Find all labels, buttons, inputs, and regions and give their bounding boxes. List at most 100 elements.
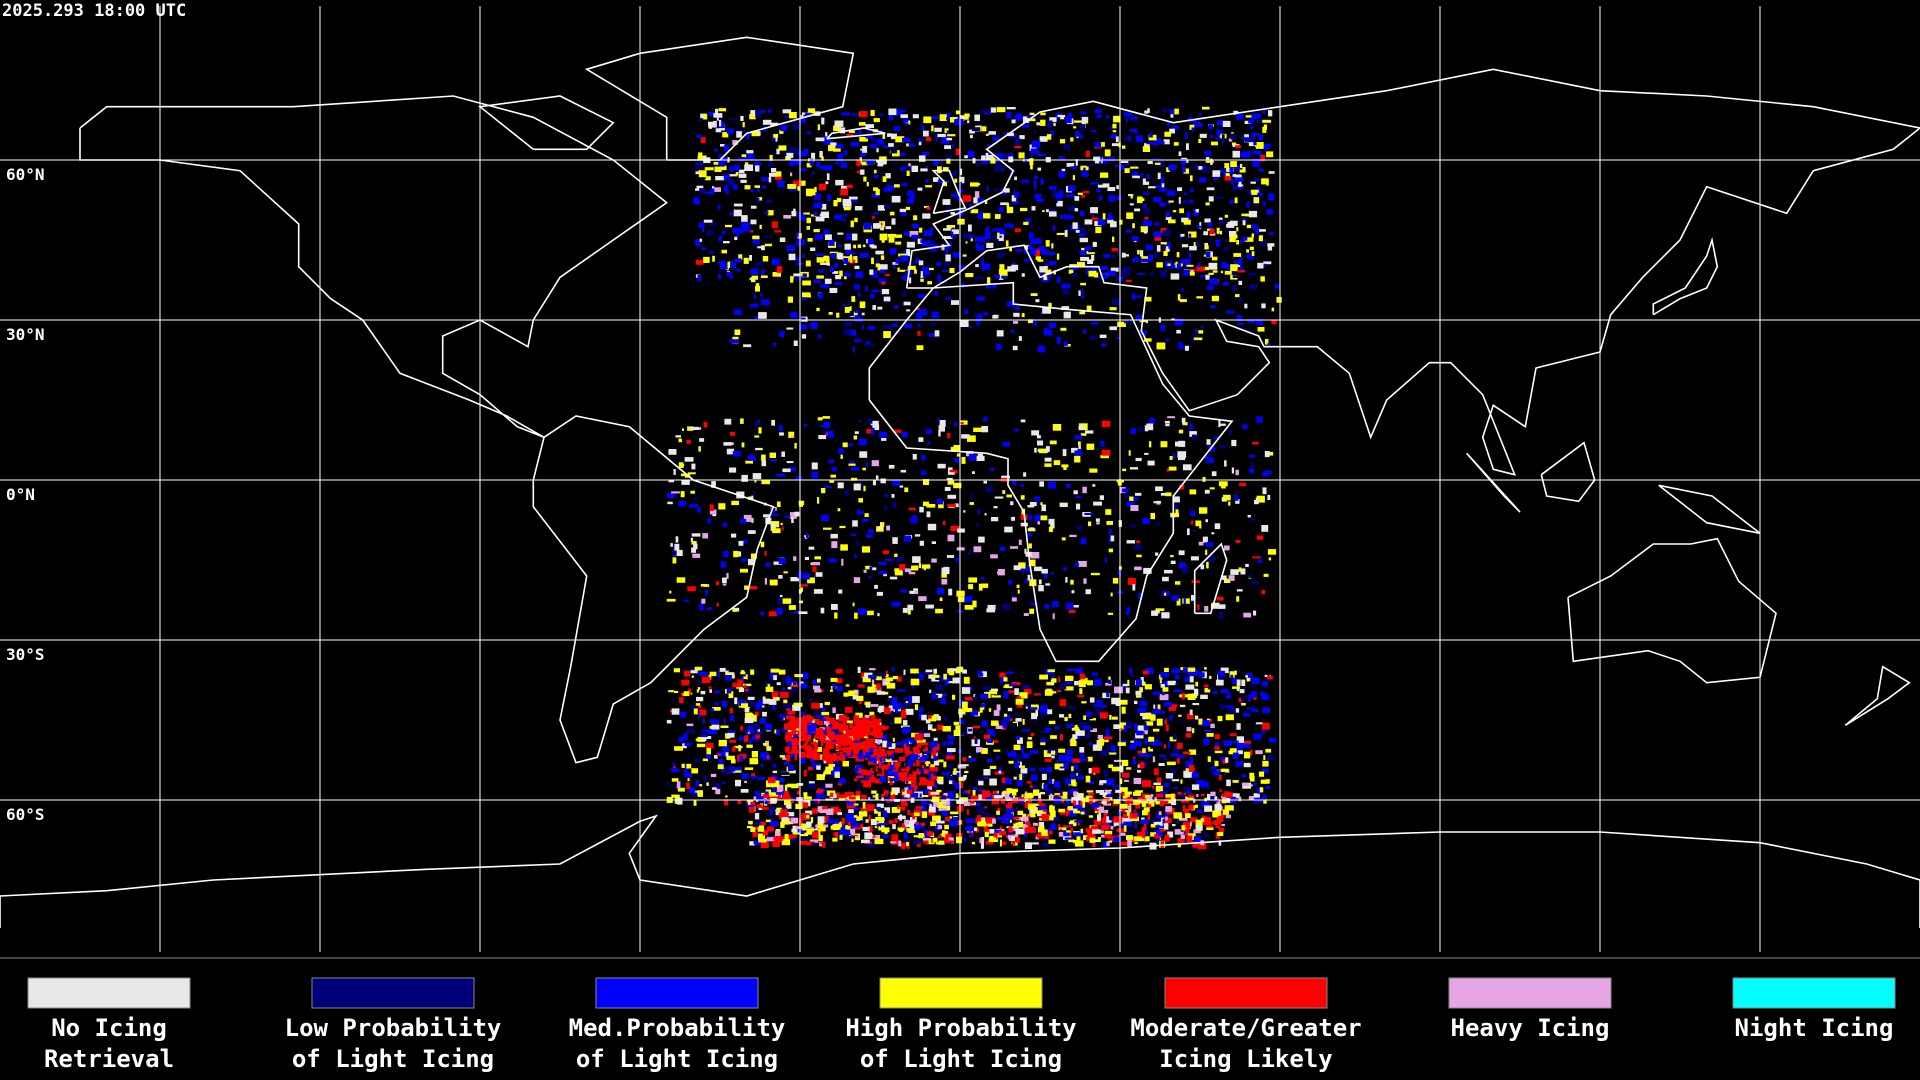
icing-pixel [1251,233,1255,238]
icing-pixel [912,515,917,522]
icing-pixel [1126,830,1134,833]
icing-pixel [807,131,812,135]
icing-pixel [1213,436,1219,440]
icing-pixel [822,841,826,848]
icing-pixel [1115,789,1122,793]
icing-pixel [1043,273,1047,279]
icing-pixel [870,704,879,707]
icing-pixel [718,759,724,764]
icing-pixel [927,281,932,285]
icing-pixel [1203,231,1209,236]
icing-pixel [811,763,821,768]
icing-pixel [953,817,959,821]
icing-pixel [1220,768,1229,772]
icing-pixel [1220,667,1229,673]
icing-pixel [746,804,754,808]
icing-pixel [1234,670,1237,675]
icing-pixel [883,790,889,795]
icing-pixel [1071,737,1076,743]
icing-pixel [843,692,849,697]
icing-pixel [1027,505,1035,508]
icing-pixel [948,821,958,827]
icing-pixel [1080,537,1087,545]
icing-pixel [1250,126,1254,129]
icing-pixel [933,714,939,718]
icing-pixel [1051,601,1059,608]
icing-pixel [774,230,782,233]
icing-pixel [1131,171,1139,176]
icing-pixel [1045,269,1052,275]
icing-pixel [1058,171,1066,178]
icing-pixel [678,737,683,743]
icing-pixel [954,178,958,183]
icing-pixel [1100,440,1105,447]
icing-pixel [703,219,713,223]
icing-pixel [672,762,676,767]
icing-pixel [1099,495,1104,500]
icing-pixel [827,731,835,738]
icing-pixel [1127,839,1132,847]
icing-pixel [1167,121,1170,126]
icing-pixel [1067,706,1077,709]
icing-pixel [921,564,931,569]
icing-pixel [1136,540,1140,544]
icing-pixel [773,675,777,681]
icing-pixel [1248,796,1255,800]
icing-pixel [833,263,839,268]
icing-pixel [1192,703,1200,706]
icing-pixel [981,155,986,160]
icing-pixel [1165,797,1171,800]
icing-pixel [885,677,893,682]
icing-pixel [860,824,864,829]
icing-pixel [739,700,746,706]
icing-pixel [907,762,913,767]
icing-pixel [1079,758,1089,762]
icing-pixel [863,569,867,573]
icing-pixel [1105,728,1109,736]
icing-pixel [807,108,816,114]
icing-pixel [1262,728,1265,735]
icing-pixel [1048,839,1056,844]
icing-pixel [761,299,770,306]
icing-pixel [882,740,888,748]
icing-pixel [909,699,915,703]
icing-pixel [1136,695,1143,698]
icing-pixel [1143,753,1152,757]
icing-pixel [1153,821,1162,825]
icing-pixel [1137,750,1145,754]
icing-pixel [1170,512,1179,518]
icing-pixel [1191,728,1195,734]
icing-pixel [1038,822,1045,828]
icing-pixel [1050,823,1057,831]
icing-pixel [821,117,825,125]
icing-pixel [1113,724,1122,729]
icing-pixel [776,148,780,155]
icing-pixel [915,312,923,319]
icing-pixel [1161,612,1170,619]
icing-pixel [782,757,789,760]
icing-pixel [1259,787,1264,793]
icing-pixel [1023,689,1032,695]
icing-pixel [749,729,755,734]
icing-pixel [1021,729,1030,732]
icing-pixel [900,114,908,118]
icing-pixel [954,422,958,427]
icing-pixel [1015,249,1023,253]
icing-pixel [1176,252,1180,258]
icing-pixel [1218,423,1226,426]
icing-pixel [817,124,820,131]
icing-pixel [818,835,823,842]
icing-pixel [1096,699,1103,705]
icing-pixel [1144,739,1149,744]
icing-pixel [949,268,955,274]
icing-pixel [1100,172,1109,178]
icing-pixel [903,720,908,726]
icing-pixel [1185,684,1195,690]
icing-pixel [1069,534,1077,538]
icing-pixel [988,837,997,842]
icing-pixel [1130,428,1136,434]
icing-pixel [947,480,955,485]
icing-pixel [916,759,920,767]
icing-pixel [755,261,764,266]
icing-pixel [993,228,1003,231]
